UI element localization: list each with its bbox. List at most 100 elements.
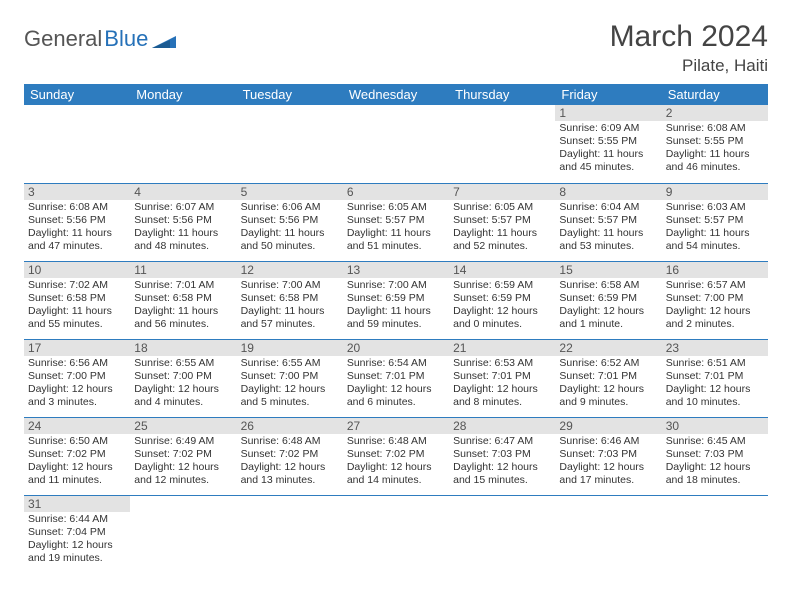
sunset-line: Sunset: 7:03 PM	[453, 448, 551, 461]
sunset-line: Sunset: 5:57 PM	[559, 214, 657, 227]
day-details: Sunrise: 6:52 AMSunset: 7:01 PMDaylight:…	[555, 356, 661, 412]
sunrise-line: Sunrise: 6:45 AM	[666, 435, 764, 448]
day-details: Sunrise: 6:08 AMSunset: 5:56 PMDaylight:…	[24, 200, 130, 256]
sunset-line: Sunset: 5:55 PM	[666, 135, 764, 148]
day-details: Sunrise: 6:44 AMSunset: 7:04 PMDaylight:…	[24, 512, 130, 568]
logo-text-blue: Blue	[104, 26, 148, 52]
sunset-line: Sunset: 7:01 PM	[666, 370, 764, 383]
day-details: Sunrise: 6:58 AMSunset: 6:59 PMDaylight:…	[555, 278, 661, 334]
day-number: 12	[237, 262, 343, 278]
sunrise-line: Sunrise: 7:00 AM	[241, 279, 339, 292]
sunrise-line: Sunrise: 7:02 AM	[28, 279, 126, 292]
calendar-cell-empty	[130, 495, 236, 573]
day-number: 18	[130, 340, 236, 356]
calendar-cell: 10Sunrise: 7:02 AMSunset: 6:58 PMDayligh…	[24, 261, 130, 339]
calendar-cell: 19Sunrise: 6:55 AMSunset: 7:00 PMDayligh…	[237, 339, 343, 417]
day-details: Sunrise: 6:46 AMSunset: 7:03 PMDaylight:…	[555, 434, 661, 490]
day-number: 19	[237, 340, 343, 356]
day-number: 13	[343, 262, 449, 278]
calendar-cell: 1Sunrise: 6:09 AMSunset: 5:55 PMDaylight…	[555, 105, 661, 183]
daylight-line: Daylight: 12 hours and 14 minutes.	[347, 461, 445, 487]
daylight-line: Daylight: 11 hours and 53 minutes.	[559, 227, 657, 253]
daylight-line: Daylight: 12 hours and 17 minutes.	[559, 461, 657, 487]
day-details: Sunrise: 6:53 AMSunset: 7:01 PMDaylight:…	[449, 356, 555, 412]
day-details: Sunrise: 6:51 AMSunset: 7:01 PMDaylight:…	[662, 356, 768, 412]
sunrise-line: Sunrise: 7:00 AM	[347, 279, 445, 292]
calendar-cell: 22Sunrise: 6:52 AMSunset: 7:01 PMDayligh…	[555, 339, 661, 417]
daylight-line: Daylight: 12 hours and 6 minutes.	[347, 383, 445, 409]
sunset-line: Sunset: 6:58 PM	[241, 292, 339, 305]
daylight-line: Daylight: 12 hours and 3 minutes.	[28, 383, 126, 409]
sunrise-line: Sunrise: 6:56 AM	[28, 357, 126, 370]
sunset-line: Sunset: 5:56 PM	[28, 214, 126, 227]
calendar-cell: 4Sunrise: 6:07 AMSunset: 5:56 PMDaylight…	[130, 183, 236, 261]
daylight-line: Daylight: 11 hours and 54 minutes.	[666, 227, 764, 253]
sunset-line: Sunset: 7:00 PM	[241, 370, 339, 383]
daylight-line: Daylight: 12 hours and 18 minutes.	[666, 461, 764, 487]
calendar-cell-empty	[555, 495, 661, 573]
calendar-cell: 12Sunrise: 7:00 AMSunset: 6:58 PMDayligh…	[237, 261, 343, 339]
calendar-table: SundayMondayTuesdayWednesdayThursdayFrid…	[24, 84, 768, 573]
calendar-cell: 3Sunrise: 6:08 AMSunset: 5:56 PMDaylight…	[24, 183, 130, 261]
calendar-cell-empty	[449, 105, 555, 183]
calendar-cell-empty	[343, 495, 449, 573]
daylight-line: Daylight: 12 hours and 1 minute.	[559, 305, 657, 331]
month-title: March 2024	[610, 20, 768, 54]
calendar-cell: 9Sunrise: 6:03 AMSunset: 5:57 PMDaylight…	[662, 183, 768, 261]
sunset-line: Sunset: 7:03 PM	[666, 448, 764, 461]
daylight-line: Daylight: 12 hours and 15 minutes.	[453, 461, 551, 487]
sunrise-line: Sunrise: 6:55 AM	[134, 357, 232, 370]
daylight-line: Daylight: 12 hours and 19 minutes.	[28, 539, 126, 565]
sunrise-line: Sunrise: 6:55 AM	[241, 357, 339, 370]
day-number: 7	[449, 184, 555, 200]
day-details: Sunrise: 6:45 AMSunset: 7:03 PMDaylight:…	[662, 434, 768, 490]
sunset-line: Sunset: 5:56 PM	[241, 214, 339, 227]
daylight-line: Daylight: 12 hours and 0 minutes.	[453, 305, 551, 331]
day-number: 31	[24, 496, 130, 512]
calendar-cell: 26Sunrise: 6:48 AMSunset: 7:02 PMDayligh…	[237, 417, 343, 495]
calendar-cell-empty	[343, 105, 449, 183]
day-number: 17	[24, 340, 130, 356]
calendar-cell: 15Sunrise: 6:58 AMSunset: 6:59 PMDayligh…	[555, 261, 661, 339]
weekday-header: Monday	[130, 84, 236, 105]
day-details: Sunrise: 6:55 AMSunset: 7:00 PMDaylight:…	[237, 356, 343, 412]
day-details: Sunrise: 6:06 AMSunset: 5:56 PMDaylight:…	[237, 200, 343, 256]
daylight-line: Daylight: 11 hours and 55 minutes.	[28, 305, 126, 331]
day-details: Sunrise: 6:03 AMSunset: 5:57 PMDaylight:…	[662, 200, 768, 256]
daylight-line: Daylight: 11 hours and 45 minutes.	[559, 148, 657, 174]
sunrise-line: Sunrise: 6:44 AM	[28, 513, 126, 526]
sunrise-line: Sunrise: 7:01 AM	[134, 279, 232, 292]
calendar-cell: 24Sunrise: 6:50 AMSunset: 7:02 PMDayligh…	[24, 417, 130, 495]
sunrise-line: Sunrise: 6:05 AM	[453, 201, 551, 214]
day-number: 30	[662, 418, 768, 434]
sunset-line: Sunset: 7:01 PM	[559, 370, 657, 383]
calendar-cell: 23Sunrise: 6:51 AMSunset: 7:01 PMDayligh…	[662, 339, 768, 417]
sunrise-line: Sunrise: 6:48 AM	[347, 435, 445, 448]
day-number: 20	[343, 340, 449, 356]
daylight-line: Daylight: 12 hours and 11 minutes.	[28, 461, 126, 487]
day-details: Sunrise: 6:54 AMSunset: 7:01 PMDaylight:…	[343, 356, 449, 412]
logo-text-general: General	[24, 26, 102, 52]
sunset-line: Sunset: 5:57 PM	[347, 214, 445, 227]
calendar-cell: 14Sunrise: 6:59 AMSunset: 6:59 PMDayligh…	[449, 261, 555, 339]
sunset-line: Sunset: 7:00 PM	[134, 370, 232, 383]
weekday-header: Friday	[555, 84, 661, 105]
day-details: Sunrise: 6:08 AMSunset: 5:55 PMDaylight:…	[662, 121, 768, 177]
calendar-cell: 28Sunrise: 6:47 AMSunset: 7:03 PMDayligh…	[449, 417, 555, 495]
daylight-line: Daylight: 12 hours and 13 minutes.	[241, 461, 339, 487]
sunset-line: Sunset: 7:01 PM	[347, 370, 445, 383]
day-details: Sunrise: 6:09 AMSunset: 5:55 PMDaylight:…	[555, 121, 661, 177]
sunrise-line: Sunrise: 6:52 AM	[559, 357, 657, 370]
sunrise-line: Sunrise: 6:54 AM	[347, 357, 445, 370]
daylight-line: Daylight: 12 hours and 5 minutes.	[241, 383, 339, 409]
day-number: 28	[449, 418, 555, 434]
calendar-cell-empty	[237, 105, 343, 183]
calendar-row: 1Sunrise: 6:09 AMSunset: 5:55 PMDaylight…	[24, 105, 768, 183]
day-number: 24	[24, 418, 130, 434]
day-details: Sunrise: 6:48 AMSunset: 7:02 PMDaylight:…	[343, 434, 449, 490]
sunrise-line: Sunrise: 6:57 AM	[666, 279, 764, 292]
day-number: 16	[662, 262, 768, 278]
calendar-row: 10Sunrise: 7:02 AMSunset: 6:58 PMDayligh…	[24, 261, 768, 339]
day-number: 8	[555, 184, 661, 200]
calendar-cell: 17Sunrise: 6:56 AMSunset: 7:00 PMDayligh…	[24, 339, 130, 417]
